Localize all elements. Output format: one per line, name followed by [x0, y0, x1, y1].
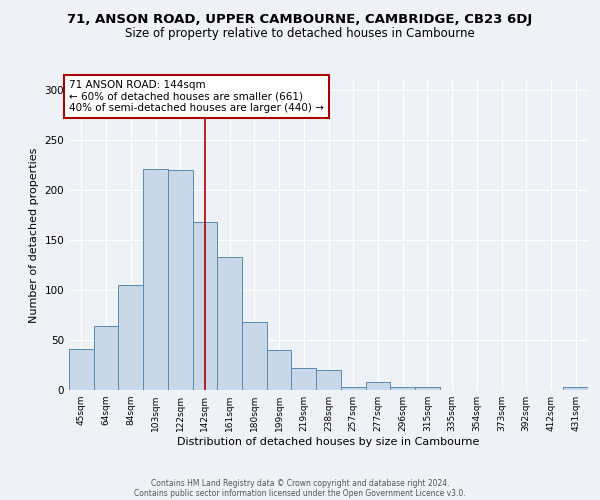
Text: 71 ANSON ROAD: 144sqm
← 60% of detached houses are smaller (661)
40% of semi-det: 71 ANSON ROAD: 144sqm ← 60% of detached … — [69, 80, 324, 113]
Bar — [563, 387, 588, 390]
Bar — [94, 326, 118, 390]
Text: Contains public sector information licensed under the Open Government Licence v3: Contains public sector information licen… — [134, 488, 466, 498]
Y-axis label: Number of detached properties: Number of detached properties — [29, 148, 39, 322]
Bar — [168, 170, 193, 390]
Bar — [118, 285, 143, 390]
Bar — [242, 322, 267, 390]
Bar — [143, 169, 168, 390]
Bar — [267, 350, 292, 390]
Bar — [292, 368, 316, 390]
Bar — [415, 387, 440, 390]
Text: Size of property relative to detached houses in Cambourne: Size of property relative to detached ho… — [125, 28, 475, 40]
Bar — [217, 257, 242, 390]
Text: Contains HM Land Registry data © Crown copyright and database right 2024.: Contains HM Land Registry data © Crown c… — [151, 478, 449, 488]
Bar — [341, 387, 365, 390]
Bar — [316, 370, 341, 390]
Bar — [390, 387, 415, 390]
Bar — [69, 349, 94, 390]
Text: 71, ANSON ROAD, UPPER CAMBOURNE, CAMBRIDGE, CB23 6DJ: 71, ANSON ROAD, UPPER CAMBOURNE, CAMBRID… — [67, 12, 533, 26]
X-axis label: Distribution of detached houses by size in Cambourne: Distribution of detached houses by size … — [178, 437, 479, 447]
Bar — [193, 222, 217, 390]
Bar — [365, 382, 390, 390]
